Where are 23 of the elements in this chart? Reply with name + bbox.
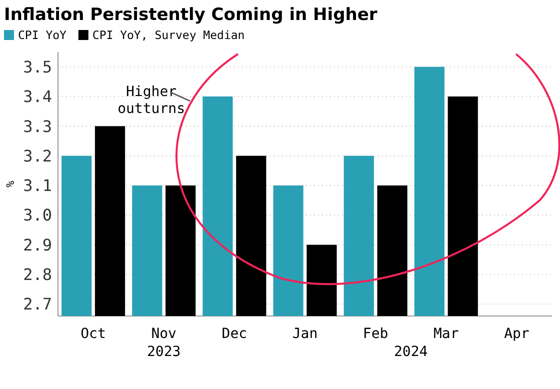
x-tick-label: Apr bbox=[504, 326, 530, 342]
y-tick-label: 3.5 bbox=[23, 57, 52, 76]
y-tick-label: 3.0 bbox=[23, 206, 52, 225]
legend-label: CPI YoY, Survey Median bbox=[92, 28, 245, 42]
y-tick-label: 3.1 bbox=[23, 176, 52, 196]
chart-title: Inflation Persistently Coming in Higher bbox=[4, 5, 378, 25]
y-tick-label: 2.7 bbox=[23, 294, 52, 314]
annotation: Higher outturns bbox=[118, 84, 186, 117]
legend-label: CPI YoY bbox=[18, 28, 67, 42]
x-tick-label: Dec bbox=[222, 326, 248, 342]
x-tick-label: Oct bbox=[80, 326, 106, 342]
x-tick-label: Feb bbox=[362, 326, 388, 342]
x-tick-label: Nov bbox=[151, 326, 177, 342]
x-tick-label: Jan bbox=[292, 326, 318, 342]
y-axis-title: % bbox=[4, 180, 17, 188]
text: 2024 bbox=[394, 344, 428, 360]
y-tick-label: 3.2 bbox=[23, 146, 52, 166]
x-tick-label: Mar bbox=[433, 326, 459, 342]
y-tick-label: 2.8 bbox=[23, 265, 52, 284]
y-tick-label: 3.4 bbox=[23, 87, 52, 106]
y-tick-label: 2.9 bbox=[23, 235, 52, 254]
text: 2023 bbox=[147, 344, 181, 360]
y-tick-label: 3.3 bbox=[23, 116, 52, 136]
